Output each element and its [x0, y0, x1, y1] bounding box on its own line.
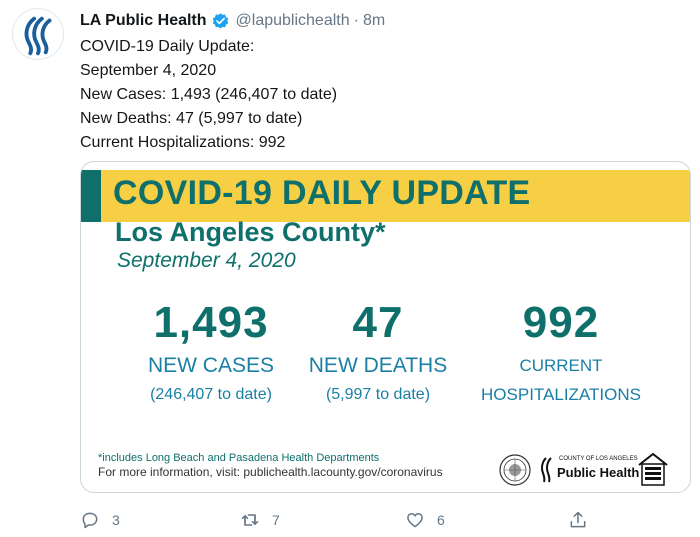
stat-label: HOSPITALIZATIONS: [481, 385, 641, 404]
stat-number: 992: [522, 298, 600, 347]
stat-hospitalizations: 992 CURRENT HOSPITALIZATIONS: [476, 298, 646, 405]
card-more-info: For more information, visit: publichealt…: [98, 465, 443, 479]
retweet-button[interactable]: 7: [240, 505, 280, 535]
tweet-line: New Deaths: 47 (5,997 to date): [80, 110, 303, 127]
logo-big-text: Public Health: [557, 465, 640, 480]
card-date: September 4, 2020: [117, 249, 296, 272]
tweet-line: Current Hospitalizations: 992: [80, 134, 286, 151]
reply-count: 3: [112, 512, 120, 528]
stat-label: NEW DEATHS: [308, 354, 448, 377]
stat-label: NEW CASES: [147, 354, 275, 377]
tweet-line: COVID-19 Daily Update:: [80, 38, 255, 55]
public-health-logo: COUNTY OF LOS ANGELES Public Health: [539, 454, 639, 486]
verified-badge-icon: [211, 12, 230, 31]
like-button[interactable]: 6: [405, 505, 445, 535]
tweet-text: COVID-19 Daily Update: September 4, 2020…: [80, 35, 680, 155]
tweet-media-card[interactable]: COVID-19 DAILY UPDATE Los Angeles County…: [80, 161, 691, 493]
profile-lines-icon: [541, 457, 552, 483]
stat-sub: (5,997 to date): [325, 386, 431, 403]
stay-safe-house-icon: [636, 451, 670, 487]
tweet-line: New Cases: 1,493 (246,407 to date): [80, 86, 338, 103]
card-banner: COVID-19 DAILY UPDATE: [81, 170, 690, 222]
account-name[interactable]: LA Public Health: [80, 12, 207, 29]
card-county: Los Angeles County*: [115, 217, 386, 247]
like-count: 6: [437, 512, 445, 528]
stat-sub: (246,407 to date): [150, 386, 272, 403]
share-icon: [570, 511, 586, 528]
tweet-timestamp[interactable]: 8m: [362, 12, 386, 29]
tweet-actions: 3 7 6: [80, 505, 600, 535]
logo-small-text: COUNTY OF LOS ANGELES: [559, 456, 638, 462]
avatar[interactable]: [12, 8, 64, 60]
stat-new-cases: 1,493 NEW CASES (246,407 to date): [131, 300, 291, 406]
card-footnote: *includes Long Beach and Pasadena Health…: [98, 452, 380, 464]
retweet-icon: [241, 514, 259, 526]
account-handle[interactable]: @lapublichealth: [235, 12, 350, 29]
county-seal-icon: [499, 454, 531, 486]
reply-button[interactable]: 3: [80, 505, 120, 535]
share-button[interactable]: [568, 505, 588, 535]
retweet-count: 7: [272, 512, 280, 528]
reply-icon: [82, 512, 98, 529]
banner-stripe: [81, 170, 101, 222]
la-public-health-logo-icon: [24, 16, 52, 56]
card-title: COVID-19 DAILY UPDATE: [113, 174, 531, 212]
stat-number: 47: [352, 298, 404, 347]
tweet-line: September 4, 2020: [80, 62, 217, 79]
stat-new-deaths: 47 NEW DEATHS (5,997 to date): [303, 300, 453, 406]
stat-label: CURRENT: [519, 356, 603, 375]
heart-icon: [407, 513, 423, 528]
tweet-header: LA Public Health @lapublichealth · 8m: [80, 10, 385, 32]
stat-number: 1,493: [153, 298, 269, 347]
separator-dot: ·: [353, 12, 359, 29]
